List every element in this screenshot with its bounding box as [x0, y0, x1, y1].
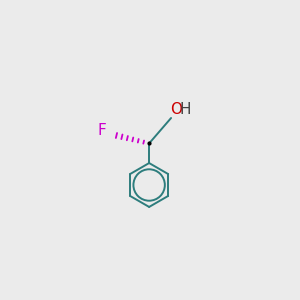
Text: F: F: [98, 123, 106, 138]
Text: H: H: [179, 102, 191, 117]
Text: O: O: [170, 102, 182, 117]
